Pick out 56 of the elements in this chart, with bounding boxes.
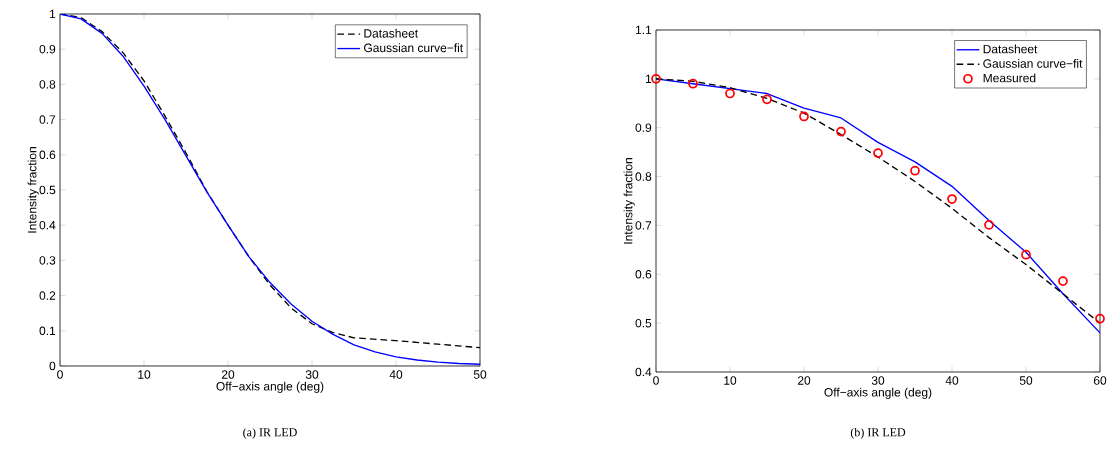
y-tick-label: 0.7 [39, 115, 56, 124]
x-axis-title: Off−axis angle (deg) [216, 381, 324, 393]
y-tick-label: 0.6 [39, 150, 56, 160]
x-tick-label: 50 [1019, 376, 1033, 385]
text: (a) IR LED [243, 427, 297, 439]
y-axis-title: Intensity fraction [27, 147, 39, 233]
legend-label: Gaussian curve−fit [983, 59, 1083, 68]
point [1021, 249, 1031, 260]
point [1058, 276, 1068, 286]
y-tick-label: 0.7 [635, 221, 652, 230]
x-tick-label: 10 [138, 370, 151, 379]
point [910, 165, 920, 176]
legend-label: Datasheet [983, 44, 1038, 54]
y-tick-label: 0.6 [635, 270, 652, 279]
y-tick-label: 0.1 [39, 326, 56, 336]
point [947, 194, 957, 204]
point [984, 220, 994, 230]
y-tick-label: 0.4 [635, 367, 652, 377]
x-tick-label: 0 [57, 370, 63, 379]
y-tick-label: 1 [49, 9, 56, 19]
point [1095, 313, 1105, 324]
y-tick-label: 1 [645, 74, 652, 83]
y-tick-label: 0.9 [635, 123, 652, 132]
y-tick-label: 0.4 [39, 220, 56, 230]
point [688, 78, 698, 89]
x-tick-label: 50 [473, 370, 487, 379]
y-tick-label: 0.2 [39, 291, 56, 300]
point [799, 111, 809, 122]
y-tick-label: 0.9 [39, 44, 56, 54]
y-tick-label: 0.8 [635, 172, 652, 181]
y-tick-label: 0.3 [39, 256, 56, 265]
x-tick-label: 20 [221, 370, 235, 379]
y-tick-label: 0 [49, 361, 56, 371]
x-tick-label: 30 [305, 370, 319, 379]
y-tick-label: 0.5 [39, 185, 56, 195]
point [836, 126, 846, 137]
text: (b) IR LED [850, 427, 906, 439]
y-tick-label: 0.8 [39, 80, 56, 89]
x-tick-label: 10 [724, 376, 737, 385]
x-tick-label: 60 [1093, 376, 1107, 385]
y-axis-title: Intensity fraction [623, 158, 635, 244]
legend-label: Measured [983, 73, 1036, 83]
point [725, 88, 735, 99]
x-tick-label: 20 [797, 376, 811, 385]
x-tick-label: 0 [653, 376, 659, 385]
legend-label: Gaussian curve−fit [364, 43, 464, 53]
x-axis-title: Off−axis angle (deg) [824, 387, 932, 399]
x-tick-label: 30 [871, 376, 885, 385]
point [651, 73, 661, 84]
point [873, 148, 883, 158]
x-tick-label: 40 [945, 376, 959, 385]
point [762, 94, 772, 105]
y-tick-label: 0.5 [635, 318, 652, 328]
legend-label: Datasheet [364, 28, 419, 38]
y-tick-label: 1.1 [635, 25, 652, 35]
x-tick-label: 40 [389, 370, 403, 379]
